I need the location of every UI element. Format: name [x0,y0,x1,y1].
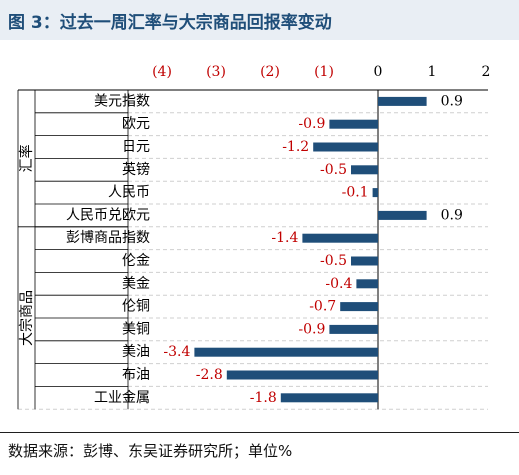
category-label: 伦铜 [122,299,150,315]
bar [351,256,378,266]
bar [302,233,378,243]
bar [378,210,427,220]
category-label: 英镑 [122,161,150,178]
bar [313,142,378,152]
bar [280,393,378,403]
x-tick-label: 2 [482,64,491,80]
bar [329,119,378,129]
bar [329,324,378,334]
value-label: -3.4 [163,344,190,360]
value-label: -1.4 [271,230,298,246]
value-label: -0.5 [320,162,347,178]
value-label: -2.8 [196,367,223,383]
category-label: 布油 [122,367,150,383]
category-label: 欧元 [122,116,150,132]
bar [372,188,378,198]
category-label: 美铜 [122,321,150,337]
value-label: -0.9 [298,321,325,337]
value-label: 0.9 [441,207,463,223]
category-label: 美油 [122,344,150,360]
category-label: 美金 [122,276,150,292]
value-label: -1.8 [250,390,277,406]
value-label: -0.7 [309,299,336,315]
category-label: 人民币兑欧元 [66,207,150,223]
group-label: 大宗商品 [19,290,35,346]
category-label: 美元指数 [94,93,150,109]
bar [378,96,427,106]
value-label: -0.1 [342,185,369,201]
x-tick-label: (1) [314,64,334,80]
bar [351,165,378,175]
x-tick-label: (3) [206,64,226,80]
bar [194,347,378,357]
chart-title: 图 3：过去一周汇率与大宗商品回报率变动 [8,13,332,33]
bar [356,279,378,289]
bar [340,302,378,312]
value-label: -0.5 [320,253,347,269]
category-label: 工业金属 [94,390,150,406]
category-label: 人民币 [108,185,150,201]
value-label: 0.9 [441,93,463,109]
x-tick-label: 1 [428,64,437,80]
group-label: 汇率 [18,144,35,172]
category-label: 彭博商品指数 [66,229,150,246]
bar [226,370,378,380]
category-label: 日元 [122,139,150,155]
x-tick-label: 0 [374,64,383,80]
source-note: 数据来源：彭博、东吴证券研究所；单位% [8,442,293,460]
x-tick-label: (2) [260,64,280,80]
source-divider [0,432,519,433]
value-label: -0.9 [298,116,325,132]
category-label: 伦金 [122,253,150,269]
x-tick-label: (4) [152,64,172,80]
value-label: -0.4 [325,276,352,292]
value-label: -1.2 [282,139,309,155]
title-bar: 图 3：过去一周汇率与大宗商品回报率变动 [0,0,519,40]
